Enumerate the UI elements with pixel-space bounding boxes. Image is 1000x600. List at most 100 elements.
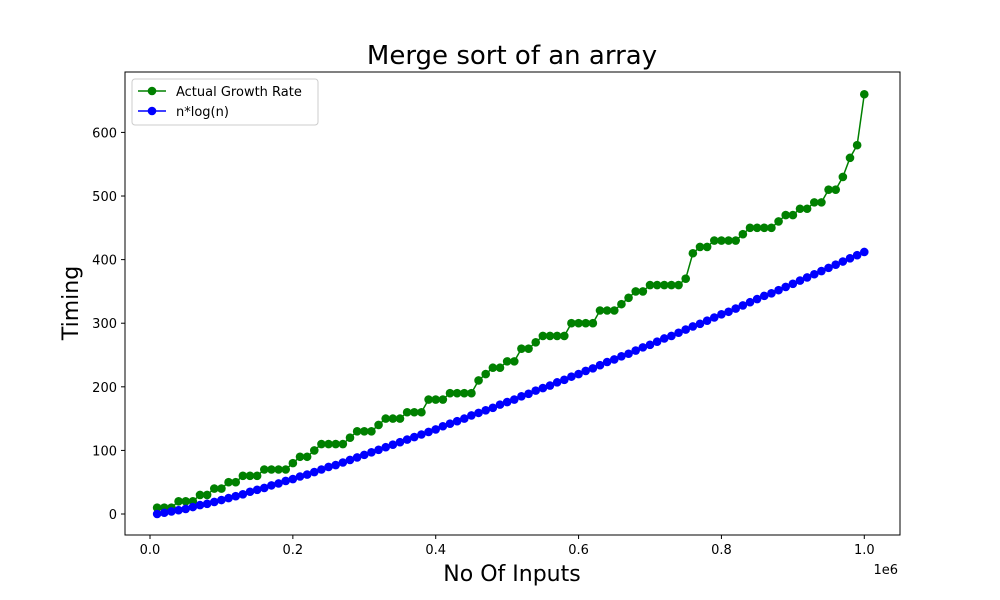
data-point: [559, 331, 569, 341]
data-point: [702, 316, 712, 325]
data-point: [745, 297, 755, 307]
data-point: [188, 502, 198, 512]
data-point: [431, 395, 441, 404]
data-point: [588, 318, 598, 328]
data-point: [524, 389, 533, 399]
data-point: [395, 414, 405, 423]
data-point: [502, 357, 512, 366]
plot-area: [152, 89, 869, 519]
data-point: [795, 276, 805, 285]
data-point: [345, 455, 355, 465]
data-point: [195, 500, 205, 510]
data-point: [509, 395, 519, 404]
data-point: [552, 331, 562, 341]
y-tick-label: 100: [92, 444, 117, 459]
data-point: [652, 280, 662, 290]
data-point: [831, 185, 841, 194]
data-point: [381, 414, 391, 423]
data-point: [267, 465, 276, 474]
data-point: [159, 508, 169, 518]
legend-box: [131, 78, 319, 126]
data-point: [595, 306, 605, 315]
data-point: [545, 381, 555, 390]
data-point: [574, 369, 583, 379]
data-point: [409, 432, 419, 442]
data-point: [674, 280, 683, 290]
data-point: [224, 477, 233, 487]
data-point: [824, 185, 833, 194]
data-point: [231, 491, 241, 501]
data-point: [488, 403, 498, 413]
legend-entry: Actual Growth Rate: [138, 85, 302, 100]
series-actual-growth-rate: [152, 89, 869, 512]
data-point: [388, 414, 398, 423]
data-point: [517, 344, 526, 353]
data-point: [809, 269, 819, 279]
data-point: [559, 375, 569, 385]
y-tick-label: 300: [92, 317, 117, 332]
data-point: [195, 490, 205, 500]
data-point: [774, 217, 783, 226]
data-point: [538, 383, 548, 393]
data-point: [217, 495, 226, 505]
data-point: [424, 395, 433, 404]
data-point: [202, 490, 212, 500]
data-point: [309, 446, 319, 455]
data-point: [495, 363, 505, 373]
data-point: [467, 411, 476, 420]
data-point: [452, 388, 462, 398]
data-point: [481, 406, 491, 415]
data-point: [738, 301, 748, 310]
data-point: [259, 483, 269, 493]
data-point: [359, 427, 369, 436]
data-point: [852, 140, 862, 150]
data-point: [488, 363, 498, 373]
data-point: [531, 386, 541, 395]
data-point: [209, 484, 219, 493]
legend-marker: [147, 106, 157, 116]
data-point: [702, 242, 712, 252]
data-point: [302, 470, 312, 479]
data-point: [445, 388, 455, 398]
y-tick-label: 0: [109, 508, 117, 523]
data-point: [474, 376, 483, 385]
data-point: [502, 397, 512, 407]
data-point: [574, 318, 583, 328]
data-point: [709, 236, 719, 245]
x-tick-label: 0.4: [425, 543, 446, 558]
data-point: [324, 462, 333, 472]
data-point: [452, 416, 462, 426]
data-point: [459, 388, 469, 398]
data-point: [724, 307, 733, 317]
y-tick-label: 500: [92, 190, 117, 205]
data-point: [617, 299, 626, 309]
data-point: [345, 433, 355, 442]
data-point: [688, 322, 698, 331]
y-tick-label: 400: [92, 254, 117, 269]
y-tick-label: 600: [92, 126, 117, 141]
data-point: [852, 250, 862, 260]
legend: Actual Growth Rate n*log(n): [131, 78, 319, 126]
data-point: [431, 425, 441, 434]
data-point: [238, 471, 248, 481]
data-point: [367, 448, 376, 457]
data-point: [152, 509, 162, 519]
data-point: [552, 378, 562, 387]
data-point: [731, 304, 741, 313]
x-tick-label: 1.0: [854, 543, 875, 558]
x-axis-offset-label: 1e6: [873, 563, 898, 578]
data-point: [317, 439, 326, 449]
data-point: [167, 507, 176, 516]
data-point: [352, 453, 362, 462]
data-point: [817, 198, 826, 207]
data-point: [474, 408, 483, 418]
data-point: [695, 242, 705, 252]
data-point: [438, 421, 448, 431]
data-point: [638, 287, 648, 296]
x-tick-label: 0.6: [568, 543, 589, 558]
data-point: [338, 439, 348, 449]
data-point: [631, 287, 641, 296]
data-point: [774, 285, 783, 295]
data-point: [331, 439, 341, 449]
data-point: [567, 372, 576, 381]
